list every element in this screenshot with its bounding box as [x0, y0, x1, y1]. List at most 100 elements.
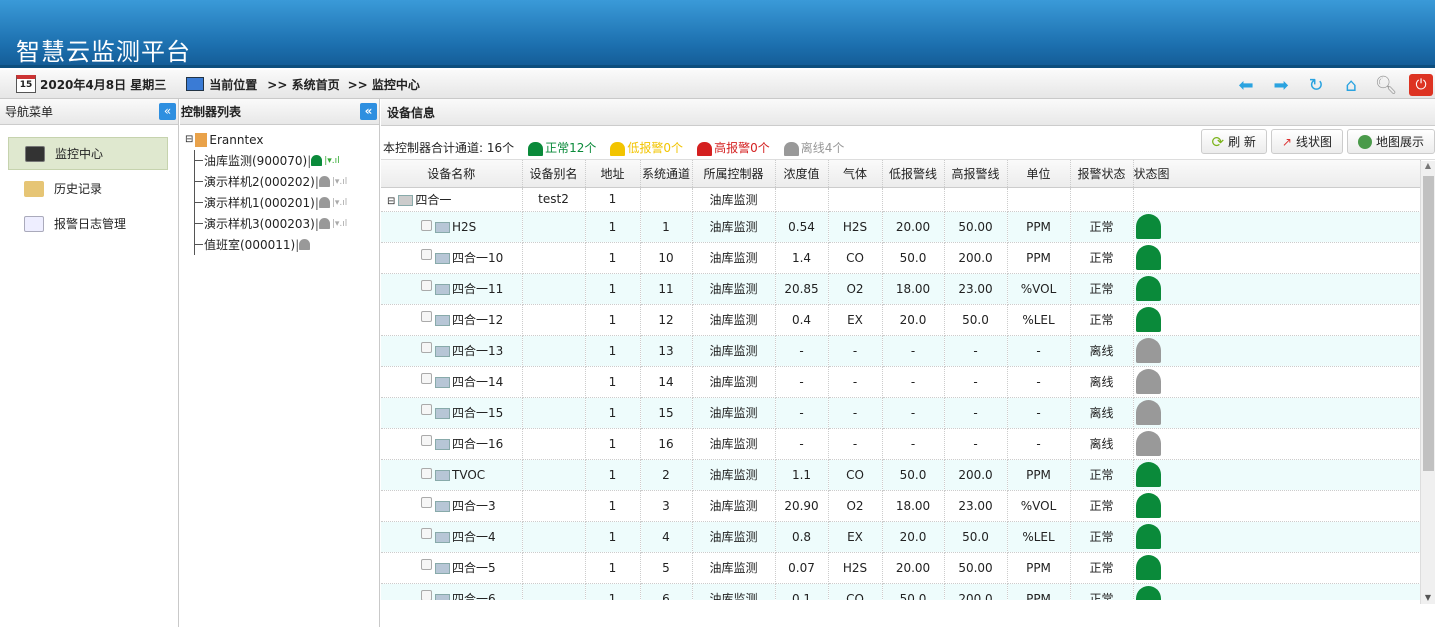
table-row[interactable]: H2S 1 1 油库监测 0.54 H2S 20.00 50.00 PPM 正常 — [381, 211, 1421, 243]
status-light-icon — [1135, 400, 1161, 425]
controller-cell: 油库监测 — [692, 552, 776, 584]
unit-cell: %VOL — [1007, 490, 1071, 522]
table-row[interactable]: 四合一14 1 14 油库监测 - - - - - 离线 — [381, 366, 1421, 398]
row-checkbox[interactable] — [421, 435, 432, 446]
collapse-toggle-icon[interactable]: ⊟ — [185, 134, 194, 145]
sensor-icon — [435, 501, 450, 512]
table-row[interactable]: 四合一12 1 12 油库监测 0.4 EX 20.0 50.0 %LEL 正常 — [381, 304, 1421, 336]
status-light-icon — [1135, 307, 1161, 332]
app-title: 智慧云监测平台 — [16, 38, 191, 66]
map-button[interactable]: 地图展示 — [1346, 129, 1435, 154]
address-cell: 1 — [585, 397, 641, 429]
row-checkbox[interactable] — [421, 467, 432, 479]
group-row[interactable]: ⊟ 四合一 test2 1 油库监测 — [381, 187, 1421, 212]
home-icon[interactable]: ⌂ — [1345, 74, 1357, 96]
concentration-cell: - — [775, 366, 829, 398]
breadcrumb-home[interactable]: >> 系统首页 — [267, 77, 340, 92]
back-icon[interactable]: ⬅ — [1238, 74, 1254, 96]
refresh-icon[interactable]: ↻ — [1308, 74, 1324, 96]
tree-node[interactable]: 油库监测(900070) | |▾.ıl — [195, 150, 379, 171]
alias-cell — [522, 552, 586, 584]
column-header[interactable]: 设备名称 — [381, 160, 523, 188]
status-light-icon — [1135, 245, 1161, 270]
sensor-icon — [435, 469, 450, 481]
scroll-thumb[interactable] — [1423, 176, 1434, 471]
group-controller: 油库监测 — [692, 187, 776, 212]
scrollbar[interactable]: ▲ ▼ — [1420, 161, 1435, 604]
column-header[interactable]: 地址 — [585, 160, 641, 188]
concentration-cell: 0.1 — [775, 583, 829, 600]
status-light-icon — [1135, 214, 1161, 239]
tree-node-label: 演示样机1(000201) — [204, 196, 315, 210]
gas-cell: EX — [828, 521, 883, 553]
collapse-icon[interactable]: « — [159, 103, 176, 120]
channel-cell: 6 — [640, 583, 693, 600]
column-header[interactable]: 报警状态 — [1070, 160, 1134, 188]
column-header[interactable]: 所属控制器 — [692, 160, 776, 188]
table-row[interactable]: 四合一4 1 4 油库监测 0.8 EX 20.0 50.0 %LEL 正常 — [381, 521, 1421, 553]
column-header[interactable]: 单位 — [1007, 160, 1071, 188]
column-header[interactable]: 高报警线 — [944, 160, 1008, 188]
nav-title: 导航菜单 — [5, 105, 54, 119]
nav-panel: 导航菜单 « 监控中心 历史记录 报警日志管理 — [0, 99, 179, 627]
tree-node[interactable]: 演示样机2(000202) | |▾.ıl — [195, 171, 379, 192]
collapse-icon[interactable]: « — [360, 103, 377, 120]
search-icon[interactable]: 🔍︎ — [1374, 74, 1398, 96]
row-checkbox[interactable] — [421, 311, 432, 322]
refresh-button[interactable]: ⟳ 刷 新 — [1200, 129, 1267, 154]
table-row[interactable]: 四合一3 1 3 油库监测 20.90 O2 18.00 23.00 %VOL 正常 — [381, 490, 1421, 522]
channel-cell: 10 — [640, 242, 693, 274]
row-checkbox[interactable] — [421, 404, 432, 415]
tree-node[interactable]: 演示样机1(000201) | |▾.ıl — [195, 192, 379, 213]
column-header[interactable]: 低报警线 — [882, 160, 945, 188]
column-header[interactable]: 设备别名 — [522, 160, 586, 188]
row-checkbox[interactable] — [421, 528, 432, 539]
column-header[interactable]: 状态图 — [1133, 160, 1421, 188]
row-checkbox[interactable] — [421, 280, 432, 291]
low-alarm-cell: - — [882, 397, 945, 429]
tree-node[interactable]: 演示样机3(000203) | |▾.ıl — [195, 213, 379, 234]
table-row[interactable]: 四合一13 1 13 油库监测 - - - - - 离线 — [381, 335, 1421, 367]
table-row[interactable]: 四合一16 1 16 油库监测 - - - - - 离线 — [381, 428, 1421, 460]
column-header[interactable]: 系统通道 — [640, 160, 693, 188]
column-header[interactable]: 气体 — [828, 160, 883, 188]
controller-cell: 油库监测 — [692, 273, 776, 305]
gas-cell: - — [828, 397, 883, 429]
forward-icon[interactable]: ➡ — [1273, 74, 1289, 96]
group-alias: test2 — [522, 187, 586, 212]
collapse-toggle-icon[interactable]: ⊟ — [387, 195, 396, 207]
table-row[interactable]: 四合一15 1 15 油库监测 - - - - - 离线 — [381, 397, 1421, 429]
row-checkbox[interactable] — [421, 249, 432, 260]
breadcrumb-monitor[interactable]: >> 监控中心 — [347, 77, 420, 92]
row-checkbox[interactable] — [421, 373, 432, 384]
row-checkbox[interactable] — [421, 497, 432, 508]
line-chart-button[interactable]: ↗ 线状图 — [1270, 129, 1343, 154]
controller-icon — [195, 132, 208, 147]
sensor-icon — [435, 377, 450, 388]
row-checkbox[interactable] — [421, 342, 432, 353]
nav-item-monitor[interactable]: 监控中心 — [8, 137, 168, 170]
nav-item-alarm-log[interactable]: 报警日志管理 — [8, 207, 168, 240]
tree-root[interactable]: ⊟ Eranntex — [185, 129, 379, 150]
column-header[interactable]: 浓度值 — [775, 160, 829, 188]
alarm-status-cell: 正常 — [1070, 211, 1134, 243]
table-row[interactable]: 四合一11 1 11 油库监测 20.85 O2 18.00 23.00 %VOL 正常 — [381, 273, 1421, 305]
tree-node-label: 油库监测(900070) — [204, 154, 308, 168]
table-row[interactable]: 四合一5 1 5 油库监测 0.07 H2S 20.00 50.00 PPM 正常 — [381, 552, 1421, 584]
row-checkbox[interactable] — [421, 559, 432, 570]
tree-node[interactable]: 值班室(000011) | — [195, 234, 379, 255]
sensor-icon — [435, 253, 450, 264]
table-row[interactable]: TVOC 1 2 油库监测 1.1 CO 50.0 200.0 PPM 正常 — [381, 459, 1421, 491]
row-checkbox[interactable] — [421, 219, 432, 231]
unit-cell: %LEL — [1007, 521, 1071, 553]
power-icon[interactable]: ⏻ — [1409, 74, 1433, 96]
table-row[interactable]: 四合一6 1 6 油库监测 0.1 CO 50.0 200.0 PPM 正常 — [381, 583, 1421, 600]
tree-node-label: 演示样机2(000202) — [204, 175, 315, 189]
summary-high: 高报警0个 — [714, 141, 770, 155]
high-alarm-cell: 23.00 — [944, 273, 1008, 305]
table-row[interactable]: 四合一10 1 10 油库监测 1.4 CO 50.0 200.0 PPM 正常 — [381, 242, 1421, 274]
low-alarm-cell: 20.00 — [882, 552, 945, 584]
nav-item-label: 报警日志管理 — [54, 217, 127, 231]
nav-item-history[interactable]: 历史记录 — [8, 172, 168, 205]
row-checkbox[interactable] — [421, 590, 432, 600]
